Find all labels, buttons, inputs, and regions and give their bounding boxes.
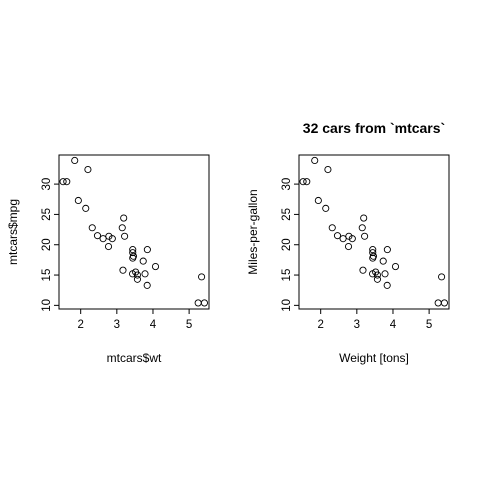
data-point bbox=[75, 197, 81, 203]
data-point bbox=[142, 271, 148, 277]
data-point bbox=[300, 179, 306, 185]
y-tick-label: 30 bbox=[281, 178, 293, 191]
data-point bbox=[435, 300, 441, 306]
data-point bbox=[144, 282, 150, 288]
plot-frame bbox=[59, 155, 209, 309]
x-axis-label: mtcars$wt bbox=[107, 351, 162, 365]
data-point bbox=[361, 215, 367, 221]
x-tick-label: 3 bbox=[354, 319, 360, 331]
y-tick-label: 25 bbox=[41, 208, 53, 221]
data-point bbox=[438, 274, 444, 280]
left-scatter-panel: 2 3 4 5 10 15 20 25 30 mtcars$wt mtcars$mpg bbox=[6, 155, 209, 365]
data-point bbox=[122, 233, 128, 239]
x-axis-label: Weight [tons] bbox=[339, 351, 409, 365]
data-point bbox=[304, 179, 310, 185]
y-tick-label: 30 bbox=[41, 178, 53, 191]
plot-frame bbox=[299, 155, 449, 309]
data-point bbox=[201, 300, 207, 306]
data-point bbox=[360, 267, 366, 273]
y-tick-label: 10 bbox=[41, 299, 53, 312]
chart-title: 32 cars from `mtcars` bbox=[303, 120, 445, 136]
data-point bbox=[64, 179, 70, 185]
x-tick-label: 4 bbox=[390, 319, 397, 331]
data-point bbox=[362, 233, 368, 239]
data-point bbox=[382, 271, 388, 277]
y-tick-label: 15 bbox=[41, 269, 53, 282]
data-point bbox=[83, 205, 89, 211]
data-point bbox=[315, 197, 321, 203]
right-scatter-panel: 2 3 4 5 10 15 20 25 30 Weight [tons] Miles-per-gal… bbox=[246, 120, 449, 365]
y-axis-label: Miles-per-gallon bbox=[246, 189, 260, 274]
data-point bbox=[380, 258, 386, 264]
data-point bbox=[105, 243, 111, 249]
y-tick-label: 20 bbox=[41, 238, 53, 251]
data-point bbox=[329, 225, 335, 231]
data-point bbox=[392, 263, 398, 269]
data-point bbox=[152, 263, 158, 269]
y-tick-label: 10 bbox=[281, 299, 293, 312]
data-point bbox=[198, 274, 204, 280]
x-tick-label: 2 bbox=[317, 319, 323, 331]
data-point bbox=[323, 205, 329, 211]
data-point bbox=[85, 166, 91, 172]
x-tick-label: 2 bbox=[77, 319, 83, 331]
data-point bbox=[119, 225, 125, 231]
y-axis-label: mtcars$mpg bbox=[6, 199, 20, 265]
y-tick-label: 15 bbox=[281, 269, 293, 282]
data-point bbox=[384, 246, 390, 252]
y-tick-label: 20 bbox=[281, 238, 293, 251]
x-tick-label: 5 bbox=[186, 319, 192, 331]
x-tick-label: 5 bbox=[426, 319, 432, 331]
data-point bbox=[384, 282, 390, 288]
data-point bbox=[121, 215, 127, 221]
data-point bbox=[334, 233, 340, 239]
data-point bbox=[120, 267, 126, 273]
data-point bbox=[441, 300, 447, 306]
data-point bbox=[312, 157, 318, 163]
x-tick-label: 4 bbox=[150, 319, 157, 331]
data-point bbox=[94, 233, 100, 239]
data-point bbox=[359, 225, 365, 231]
x-tick-label: 3 bbox=[114, 319, 120, 331]
data-point bbox=[89, 225, 95, 231]
data-point bbox=[140, 258, 146, 264]
data-point bbox=[195, 300, 201, 306]
data-point bbox=[345, 243, 351, 249]
y-tick-label: 25 bbox=[281, 208, 293, 221]
data-point bbox=[325, 166, 331, 172]
data-point bbox=[72, 157, 78, 163]
data-point bbox=[144, 246, 150, 252]
data-point bbox=[60, 179, 66, 185]
